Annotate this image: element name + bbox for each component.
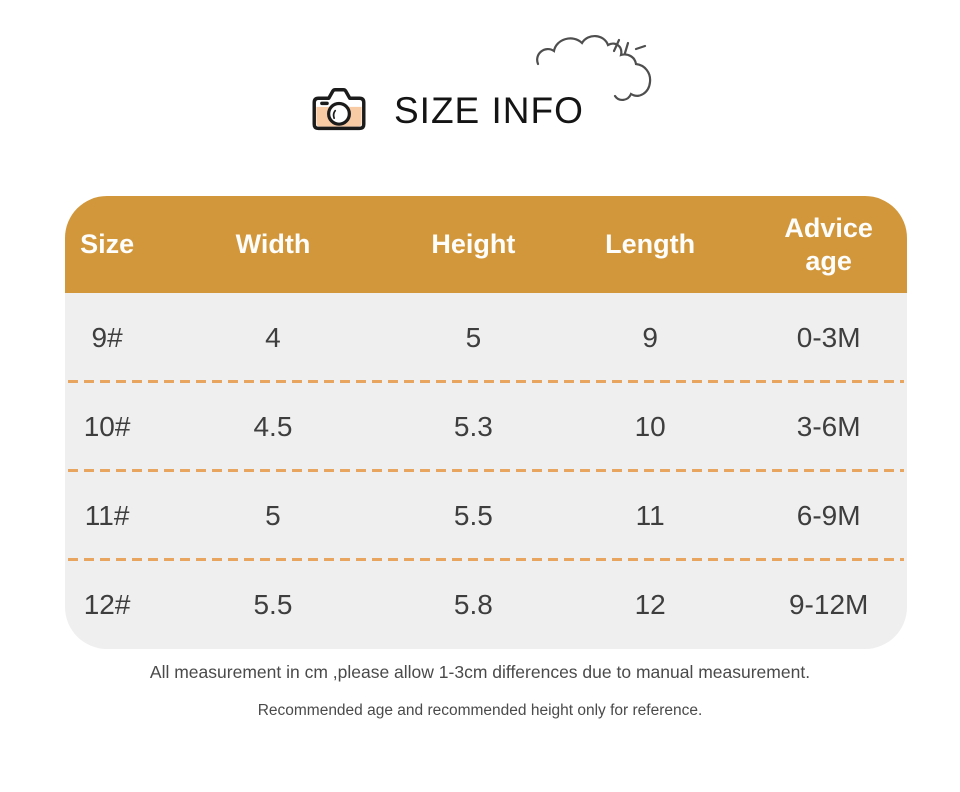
table-cell: 9-12M (788, 588, 869, 620)
table-cell: 4 (265, 321, 281, 353)
table-cell: 12# (83, 588, 131, 620)
table-body: 9# 4 5 9 0-3M 10# 4.5 5.3 10 3-6M 11# 5 … (65, 293, 907, 649)
table-cell: 5.5 (253, 588, 293, 620)
camera-icon (312, 88, 366, 131)
column-header-advice-age: Advice age (784, 212, 873, 276)
column-header-size: Size (80, 229, 135, 260)
table-cell: 12 (634, 588, 666, 620)
table-cell: 5.3 (453, 410, 493, 442)
column-header-length: Length (605, 229, 696, 260)
table-cell: 10 (634, 410, 666, 442)
cloud-doodle-icon (536, 35, 652, 101)
measurement-note: All measurement in cm ,please allow 1-3c… (149, 662, 811, 682)
page-title: SIZE INFO (394, 90, 584, 131)
column-header-width: Width (235, 229, 311, 260)
row-divider (68, 380, 904, 383)
table-row: 9# 4 5 9 0-3M (65, 293, 907, 383)
table-cell: 5.8 (453, 588, 493, 620)
table-cell: 5 (265, 499, 281, 531)
table-row: 10# 4.5 5.3 10 3-6M (65, 382, 907, 472)
row-divider (68, 558, 904, 561)
table-row: 12# 5.5 5.8 12 9-12M (65, 560, 907, 649)
table-cell: 5.5 (453, 499, 493, 531)
table-cell: 11 (635, 499, 665, 531)
table-cell: 0-3M (796, 321, 861, 353)
reference-note: Recommended age and recommended height o… (257, 702, 703, 719)
table-cell: 4.5 (253, 410, 293, 442)
table-cell: 9# (91, 321, 123, 353)
table-cell: 3-6M (796, 410, 861, 442)
table-cell: 10# (83, 410, 131, 442)
column-header-height: Height (431, 229, 516, 260)
table-cell: 11# (84, 499, 130, 531)
table-header-row: Size Width Height Length Advice age (65, 196, 907, 293)
table-cell: 6-9M (796, 499, 861, 531)
table-cell: 9 (642, 321, 658, 353)
table-row: 11# 5 5.5 11 6-9M (65, 471, 907, 561)
table-cell: 5 (465, 321, 482, 353)
row-divider (68, 469, 904, 472)
size-table: Size Width Height Length Advice age 9# 4… (65, 196, 907, 649)
